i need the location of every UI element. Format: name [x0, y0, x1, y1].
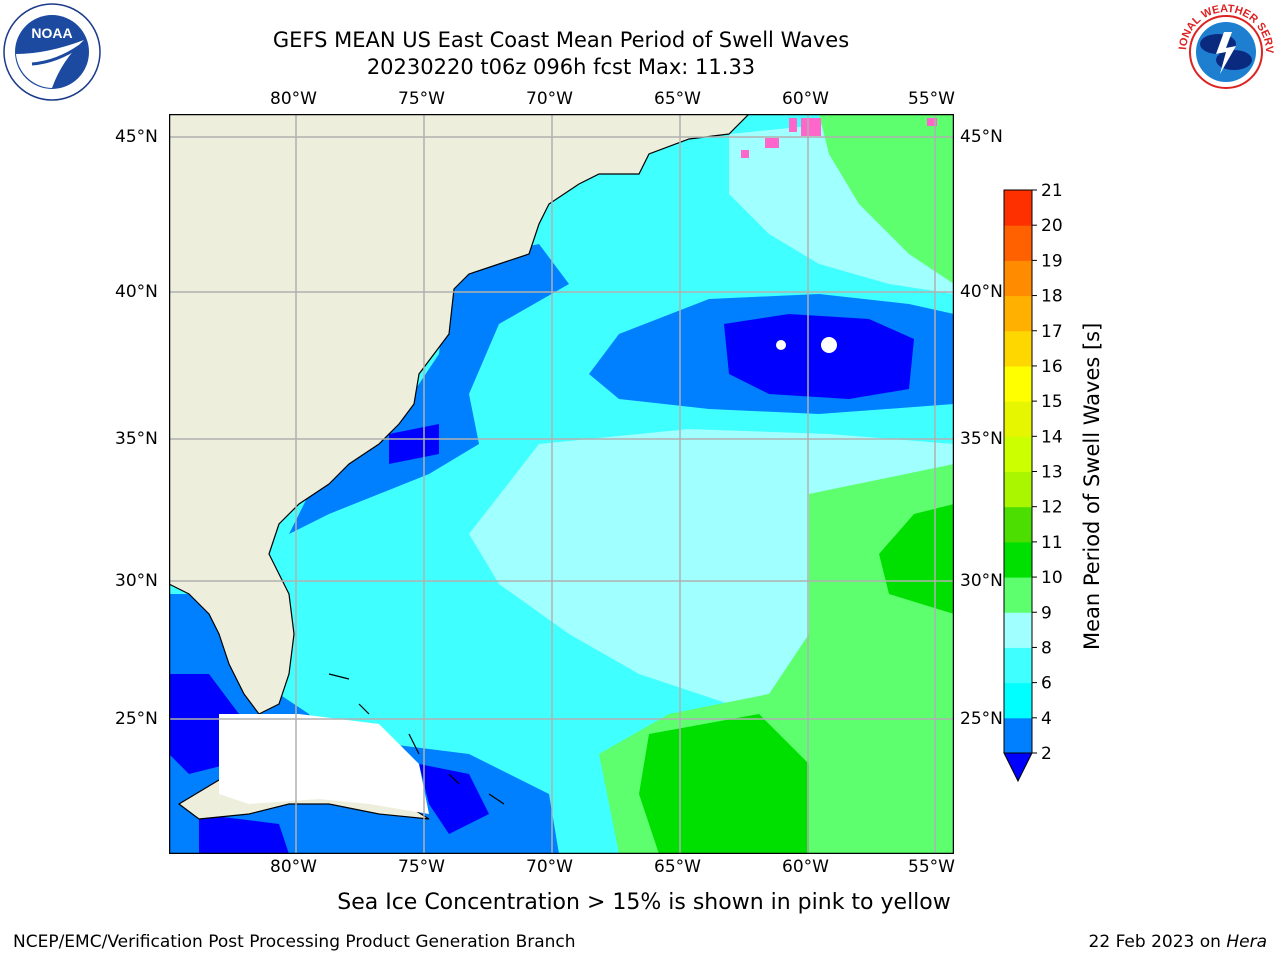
colorbar-under-triangle: [1003, 752, 1033, 783]
chart-subtitle: 20230220 t06z 096h fcst Max: 11.33: [366, 55, 756, 79]
colorbar-label: Mean Period of Swell Waves [s]: [1080, 322, 1104, 650]
colorbar-tick-label-18: 18: [1041, 287, 1063, 307]
sea-ice-note-text: Sea Ice Concentration > 15% is shown in …: [337, 890, 951, 915]
colorbar-block-20: [1004, 190, 1032, 226]
colorbar-tick-label-12: 12: [1041, 498, 1063, 518]
map-frame: [169, 114, 954, 854]
bahamas: [328, 673, 505, 805]
noaa-logo-text: NOAA: [31, 25, 72, 41]
noaa-logo: NOAA: [3, 3, 101, 101]
footer-date: 22 Feb 2023 on: [1088, 932, 1227, 952]
lon-top-70w: 70°W: [526, 89, 573, 109]
colorbar-tick-label-14: 14: [1041, 427, 1063, 447]
field-0-2s-southwest: [169, 674, 489, 854]
lon-top-55w: 55°W: [908, 89, 955, 109]
colorbar-tick-label-11: 11: [1041, 533, 1063, 553]
lat-left-40n: 40°N: [115, 282, 158, 302]
lat-left-30n: 30°N: [115, 571, 158, 591]
colorbar-tick-label-4: 4: [1041, 709, 1052, 729]
colorbar-block-8: [1004, 612, 1032, 648]
colorbar-block-19: [1004, 225, 1032, 261]
colorbar-tick-label-13: 13: [1041, 463, 1063, 483]
lon-top-65w: 65°W: [654, 89, 701, 109]
colorbar-tick-label-2: 2: [1041, 744, 1052, 764]
lon-bottom-55w: 55°W: [908, 857, 955, 877]
colorbar-tick-labels: 2 4 6 8 9 10 11 12 13 14 15 16 17 18 19 20 21: [1032, 181, 1063, 764]
colorbar-block-6: [1004, 647, 1032, 684]
colorbar-block-18: [1004, 260, 1032, 297]
lat-left-35n: 35°N: [115, 429, 158, 449]
colorbar-block-12: [1004, 471, 1032, 508]
colorbar-tick-label-17: 17: [1041, 322, 1063, 342]
high-marker-a: [776, 340, 786, 350]
colorbar-tick-label-8: 8: [1041, 638, 1052, 658]
field-9-10s-east: [819, 114, 954, 284]
field-0-2s-midlat: [724, 314, 914, 399]
sea-ice-b: [801, 118, 821, 136]
sea-ice-a: [789, 118, 797, 132]
lon-top-80w: 80°W: [270, 89, 317, 109]
nws-logo: NATIONAL WEATHER SERVICE: [1176, 2, 1275, 100]
colorbar-block-11: [1004, 506, 1032, 543]
lat-right-30n: 30°N: [960, 571, 1003, 591]
sea-ice-c: [765, 138, 779, 148]
colorbar-block-15: [1004, 365, 1032, 402]
north-america-land: [169, 114, 750, 715]
lat-right-40n: 40°N: [960, 282, 1003, 302]
lon-bottom-65w: 65°W: [654, 857, 701, 877]
colorbar-block-2: [1004, 717, 1032, 754]
high-marker-b: [821, 337, 837, 353]
colorbar-tick-label-6: 6: [1041, 674, 1052, 694]
lat-right-45n: 45°N: [960, 127, 1003, 147]
chart-title: GEFS MEAN US East Coast Mean Period of S…: [272, 28, 850, 52]
colorbar-tick-label-19: 19: [1041, 251, 1063, 271]
colorbar-tick-label-21: 21: [1041, 181, 1063, 201]
lon-top-60w: 60°W: [782, 89, 829, 109]
colorbar-block-10: [1004, 541, 1032, 578]
colorbar-tick-label-15: 15: [1041, 392, 1063, 412]
colorbar-tick-label-9: 9: [1041, 603, 1052, 623]
colorbar-block-16: [1004, 330, 1032, 367]
field-10-11s-south: [639, 714, 809, 854]
footer-host: Hera: [1226, 932, 1267, 952]
sea-ice-d: [741, 150, 749, 158]
footer-right: 22 Feb 2023 on Hera: [1089, 932, 1267, 952]
colorbar-tick-label-20: 20: [1041, 216, 1063, 236]
colorbar-block-13: [1004, 436, 1032, 472]
sea-ice-note: Sea Ice Concentration > 15% is shown in …: [0, 890, 1280, 915]
field-0-2s-coastal: [389, 424, 439, 464]
colorbar-block-14: [1004, 401, 1032, 437]
lat-left-25n: 25°N: [115, 709, 158, 729]
field-2-4s-coastal: [289, 244, 569, 534]
wave-period-map: [169, 114, 954, 854]
lon-bottom-75w: 75°W: [398, 857, 445, 877]
colorbar-block-4: [1004, 682, 1032, 719]
lat-right-25n: 25°N: [960, 709, 1003, 729]
hispaniola: [219, 714, 429, 814]
sea-ice-e: [927, 118, 937, 126]
colorbar: 2 4 6 8 9 10 11 12 13 14 15 16 17 18 19 20 21: [1003, 181, 1063, 783]
lon-top-75w: 75°W: [398, 89, 445, 109]
graticule: [169, 114, 954, 854]
lat-left-45n: 45°N: [115, 127, 158, 147]
lon-bottom-60w: 60°W: [782, 857, 829, 877]
colorbar-tick-label-16: 16: [1041, 357, 1063, 377]
colorbar-block-9: [1004, 577, 1032, 613]
colorbar-blocks: [1003, 189, 1033, 783]
lon-bottom-70w: 70°W: [526, 857, 573, 877]
footer-left: NCEP/EMC/Verification Post Processing Pr…: [13, 932, 576, 952]
colorbar-tick-label-10: 10: [1041, 568, 1063, 588]
colorbar-block-17: [1004, 295, 1032, 332]
lat-right-35n: 35°N: [960, 429, 1003, 449]
land: [169, 114, 750, 820]
lon-bottom-80w: 80°W: [270, 857, 317, 877]
